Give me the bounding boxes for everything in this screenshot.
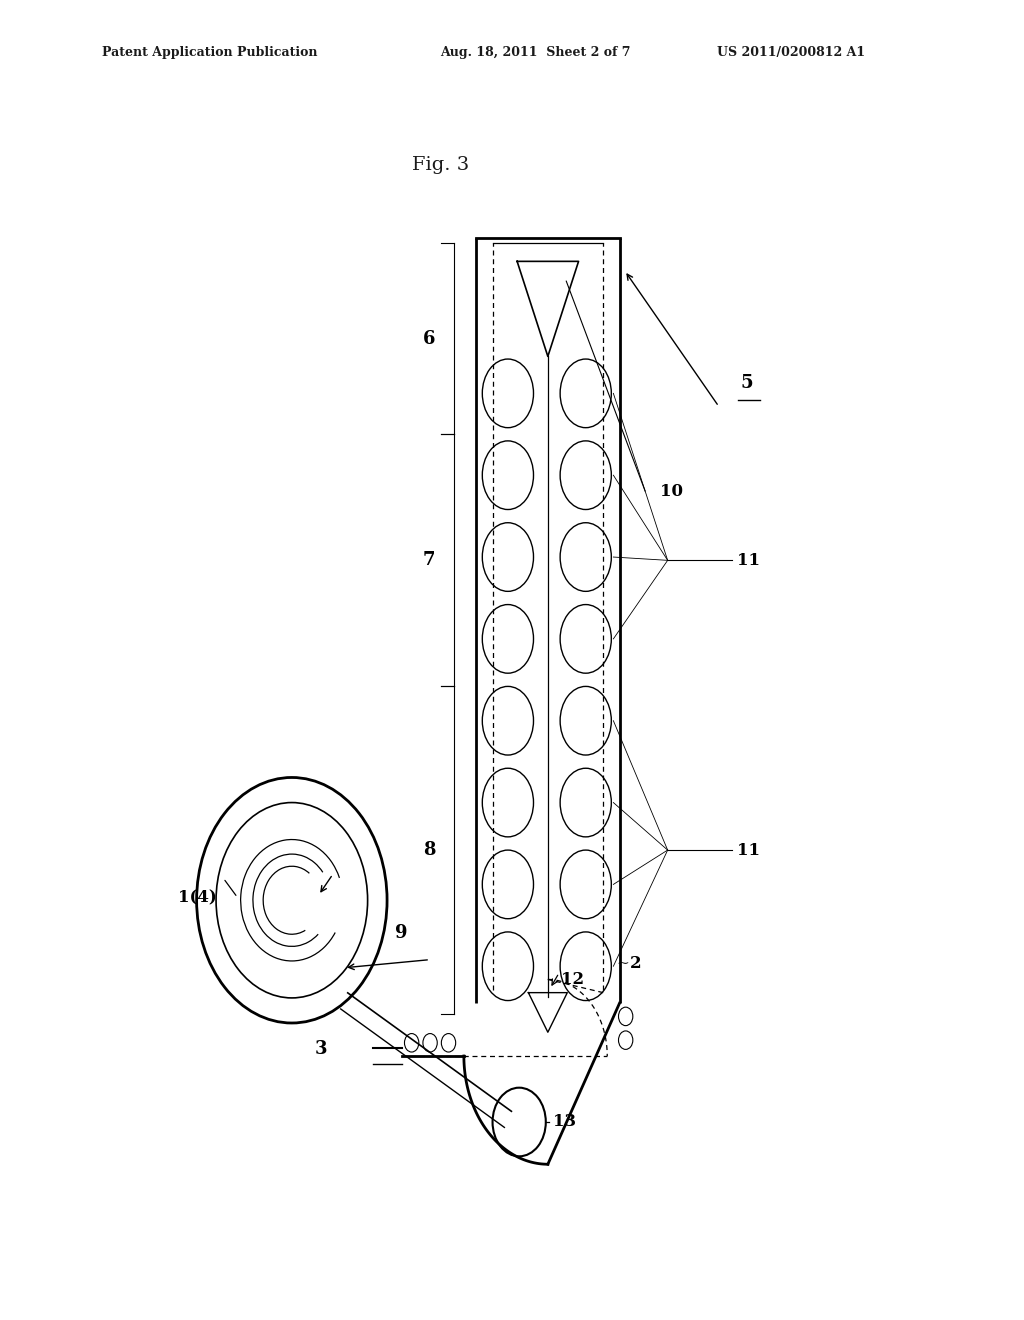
Text: US 2011/0200812 A1: US 2011/0200812 A1 <box>717 46 865 59</box>
Text: 11: 11 <box>737 552 760 569</box>
Text: Patent Application Publication: Patent Application Publication <box>102 46 317 59</box>
Text: 5: 5 <box>740 374 753 392</box>
Text: Fig. 3: Fig. 3 <box>412 156 469 174</box>
Text: 9: 9 <box>395 924 408 942</box>
Text: ~: ~ <box>616 957 629 970</box>
Text: 3: 3 <box>315 1040 328 1059</box>
Text: 6: 6 <box>423 330 435 347</box>
Text: 11: 11 <box>737 842 760 858</box>
Text: 1(4): 1(4) <box>178 890 217 906</box>
Text: 13: 13 <box>553 1114 577 1130</box>
Text: 10: 10 <box>660 483 683 499</box>
Text: 8: 8 <box>423 841 435 859</box>
Text: Aug. 18, 2011  Sheet 2 of 7: Aug. 18, 2011 Sheet 2 of 7 <box>440 46 631 59</box>
Text: 2: 2 <box>630 956 641 972</box>
Text: 7: 7 <box>423 552 435 569</box>
Text: 12: 12 <box>561 972 585 987</box>
